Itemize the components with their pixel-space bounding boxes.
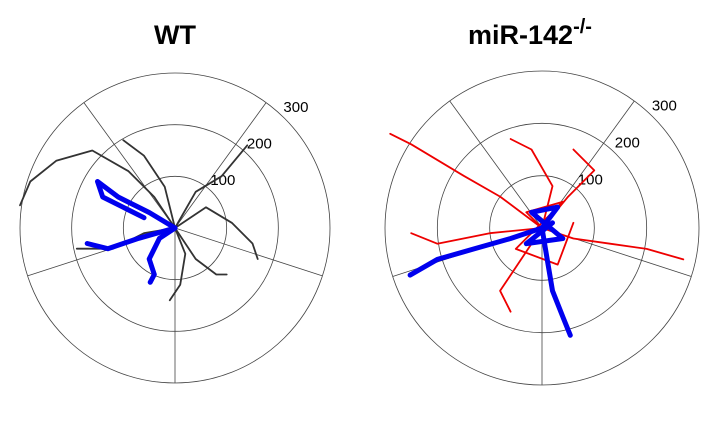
chart-title: miR-142-/- — [468, 16, 592, 50]
r-tick-label: 100 — [210, 172, 235, 189]
track — [95, 179, 178, 231]
track — [174, 227, 228, 276]
title-text: miR-142 — [468, 20, 573, 50]
track — [389, 132, 543, 229]
track — [407, 225, 545, 278]
title-superscript: -/- — [573, 16, 592, 38]
grid-ring — [71, 124, 279, 332]
r-tick-label: 300 — [283, 99, 308, 116]
grid-ring — [122, 175, 228, 281]
r-tick-label: 200 — [247, 136, 272, 153]
grid-ring — [436, 122, 648, 334]
track — [539, 225, 573, 338]
track — [19, 149, 176, 229]
track — [174, 206, 259, 260]
r-tick-label: 200 — [615, 135, 640, 152]
spoke — [174, 227, 323, 277]
track — [514, 200, 575, 266]
spoke — [449, 100, 543, 229]
track — [174, 144, 249, 229]
grid-ring — [19, 72, 331, 384]
track — [146, 225, 178, 285]
r-tick-label: 300 — [652, 98, 677, 115]
grid-ring — [384, 70, 700, 386]
track — [84, 225, 178, 252]
spoke — [83, 102, 176, 229]
chart-title: WT — [154, 20, 196, 50]
track — [410, 227, 543, 245]
r-tick-label: 100 — [578, 172, 603, 189]
track — [122, 139, 176, 229]
grid-ring — [489, 175, 595, 281]
spoke — [174, 102, 267, 229]
track — [168, 227, 187, 302]
track — [523, 204, 566, 247]
track — [541, 227, 685, 261]
